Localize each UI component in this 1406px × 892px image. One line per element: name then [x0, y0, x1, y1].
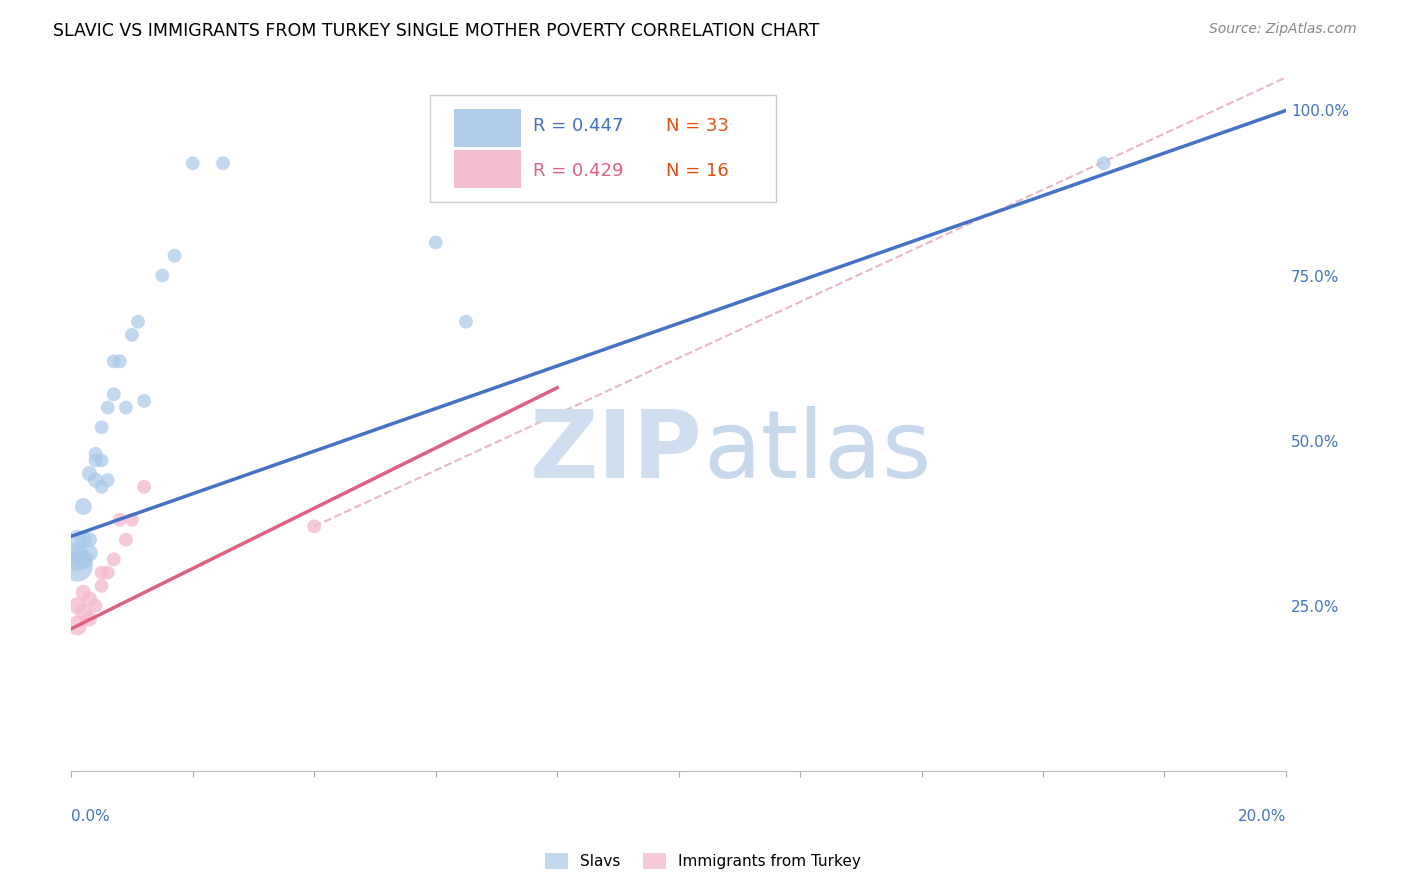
- FancyBboxPatch shape: [454, 150, 520, 188]
- Text: atlas: atlas: [703, 406, 931, 498]
- Point: [84, 599, 107, 613]
- Text: 20.0%: 20.0%: [1237, 809, 1286, 824]
- Point: [90, 453, 112, 467]
- Point: [66, 559, 89, 574]
- Point: [668, 156, 690, 170]
- Point: [121, 513, 143, 527]
- Point: [212, 156, 235, 170]
- Text: N = 16: N = 16: [666, 162, 730, 180]
- Point: [66, 599, 89, 613]
- Point: [302, 519, 325, 533]
- Point: [66, 546, 89, 560]
- Point: [72, 500, 94, 514]
- Point: [72, 533, 94, 547]
- Point: [181, 156, 204, 170]
- Point: [115, 401, 138, 415]
- FancyBboxPatch shape: [430, 95, 776, 202]
- Point: [84, 447, 107, 461]
- Point: [79, 467, 101, 481]
- Text: Source: ZipAtlas.com: Source: ZipAtlas.com: [1209, 22, 1357, 37]
- Point: [66, 552, 89, 566]
- Point: [84, 453, 107, 467]
- Text: R = 0.429: R = 0.429: [533, 162, 623, 180]
- Point: [90, 579, 112, 593]
- Point: [108, 513, 131, 527]
- Point: [115, 533, 138, 547]
- Point: [90, 420, 112, 434]
- Point: [84, 473, 107, 487]
- Point: [90, 480, 112, 494]
- Point: [425, 235, 447, 250]
- Point: [150, 268, 173, 283]
- Point: [97, 473, 120, 487]
- FancyBboxPatch shape: [454, 109, 520, 147]
- Point: [72, 605, 94, 619]
- Point: [103, 552, 125, 566]
- Text: ZIP: ZIP: [530, 406, 703, 498]
- Point: [134, 394, 156, 409]
- Point: [97, 401, 120, 415]
- Text: N = 33: N = 33: [666, 117, 730, 135]
- Point: [103, 354, 125, 368]
- Point: [79, 546, 101, 560]
- Point: [121, 327, 143, 342]
- Point: [134, 480, 156, 494]
- Point: [72, 585, 94, 599]
- Point: [454, 315, 477, 329]
- Point: [108, 354, 131, 368]
- Point: [79, 533, 101, 547]
- Text: SLAVIC VS IMMIGRANTS FROM TURKEY SINGLE MOTHER POVERTY CORRELATION CHART: SLAVIC VS IMMIGRANTS FROM TURKEY SINGLE …: [53, 22, 820, 40]
- Point: [90, 566, 112, 580]
- Point: [97, 566, 120, 580]
- Point: [127, 315, 149, 329]
- Legend: Slavs, Immigrants from Turkey: Slavs, Immigrants from Turkey: [538, 847, 868, 875]
- Point: [66, 533, 89, 547]
- Point: [1092, 156, 1115, 170]
- Point: [163, 249, 186, 263]
- Text: R = 0.447: R = 0.447: [533, 117, 623, 135]
- Point: [79, 592, 101, 607]
- Point: [103, 387, 125, 401]
- Point: [72, 552, 94, 566]
- Text: 0.0%: 0.0%: [72, 809, 110, 824]
- Point: [66, 618, 89, 632]
- Point: [79, 612, 101, 626]
